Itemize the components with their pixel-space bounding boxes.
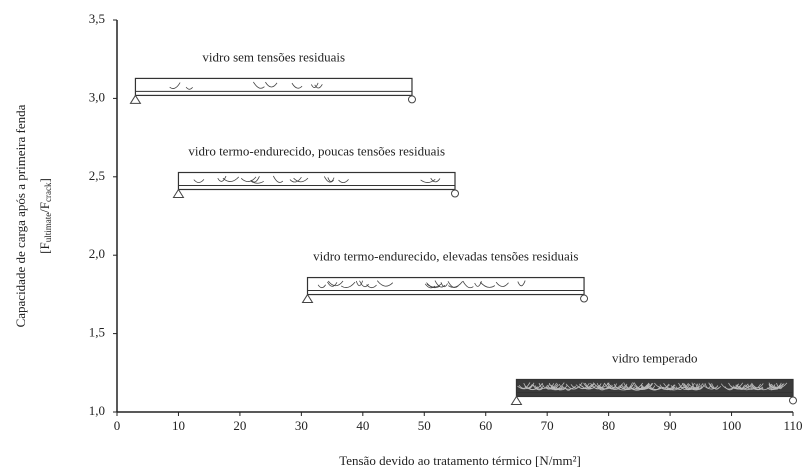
x-tick-label: 40	[356, 418, 369, 433]
beam-label: vidro termo-endurecido, poucas tensões r…	[188, 143, 445, 158]
y-axis-label: Capacidade de carga após a primeira fend…	[13, 104, 28, 327]
units-part: ultimate	[43, 213, 53, 243]
beam-label: vidro temperado	[612, 350, 698, 365]
units-part: /F	[37, 202, 52, 213]
y-tick-label: 2,5	[89, 168, 105, 183]
x-tick-label: 50	[418, 418, 431, 433]
beam-label: vidro termo-endurecido, elevadas tensões…	[313, 249, 578, 264]
chart: Tensão devido ao tratamento térmico [N/m…	[0, 0, 803, 473]
y-tick-label: 2,0	[89, 246, 105, 261]
x-tick-label: 90	[664, 418, 677, 433]
x-tick-label: 110	[783, 418, 802, 433]
y-tick-label: 1,5	[89, 325, 105, 340]
y-tick-label: 1,0	[89, 403, 105, 418]
units-part: crack	[43, 182, 53, 202]
support-pin	[303, 295, 313, 303]
x-tick-label: 80	[602, 418, 615, 433]
support-roller	[408, 96, 415, 103]
support-pin	[173, 190, 183, 198]
units-part: ]	[37, 178, 52, 182]
x-tick-label: 10	[172, 418, 185, 433]
x-tick-label: 20	[233, 418, 246, 433]
support-pin	[130, 95, 140, 103]
x-axis-label: Tensão devido ao tratamento térmico [N/m…	[339, 453, 581, 468]
units-part: [F	[37, 242, 52, 254]
support-roller	[790, 397, 797, 404]
x-tick-label: 60	[479, 418, 492, 433]
y-tick-label: 3,5	[89, 11, 105, 26]
y-axis-units: [Fultimate/Fcrack]	[37, 178, 53, 254]
x-tick-label: 70	[541, 418, 554, 433]
x-tick-label: 30	[295, 418, 308, 433]
x-tick-label: 0	[114, 418, 121, 433]
support-roller	[581, 295, 588, 302]
support-pin	[511, 396, 521, 404]
x-tick-label: 100	[722, 418, 742, 433]
beam-label: vidro sem tensões residuais	[202, 49, 345, 64]
support-roller	[452, 190, 459, 197]
y-tick-label: 3,0	[89, 89, 105, 104]
